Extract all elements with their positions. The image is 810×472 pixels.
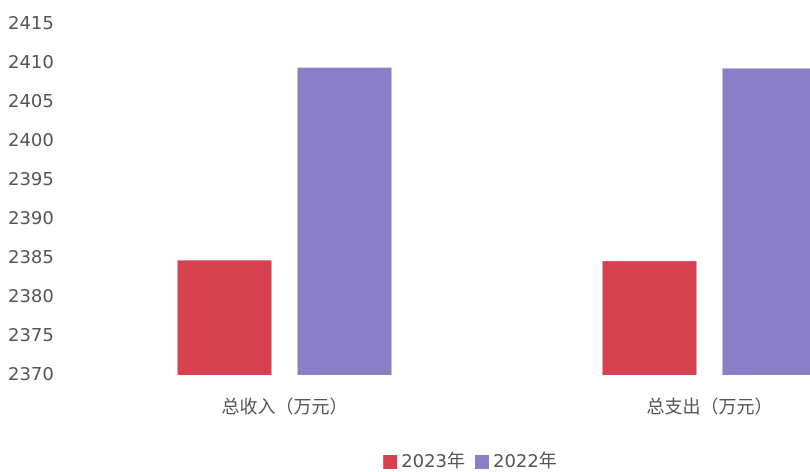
y-tick-label: 2385: [8, 247, 54, 268]
bar: [722, 68, 810, 376]
bar: [177, 260, 272, 375]
y-tick-label: 2400: [8, 130, 54, 151]
y-tick-label: 2415: [8, 13, 54, 34]
legend-label: 2023年: [401, 451, 465, 472]
y-tick-label: 2375: [8, 325, 54, 346]
y-tick-label: 2405: [8, 91, 54, 112]
legend-label: 2022年: [493, 451, 557, 472]
legend-swatch: [475, 455, 489, 469]
y-tick-label: 2410: [8, 52, 54, 73]
y-tick-label: 2390: [8, 208, 54, 229]
bar: [297, 67, 392, 376]
y-tick-label: 2370: [8, 364, 54, 385]
legend-swatch: [383, 455, 398, 469]
x-tick-label: 总收入（万元）: [222, 397, 348, 418]
y-tick-label: 2380: [8, 286, 54, 307]
bar: [602, 261, 697, 375]
x-tick-label: 总支出（万元）: [647, 397, 773, 418]
y-tick-label: 2395: [8, 169, 54, 190]
